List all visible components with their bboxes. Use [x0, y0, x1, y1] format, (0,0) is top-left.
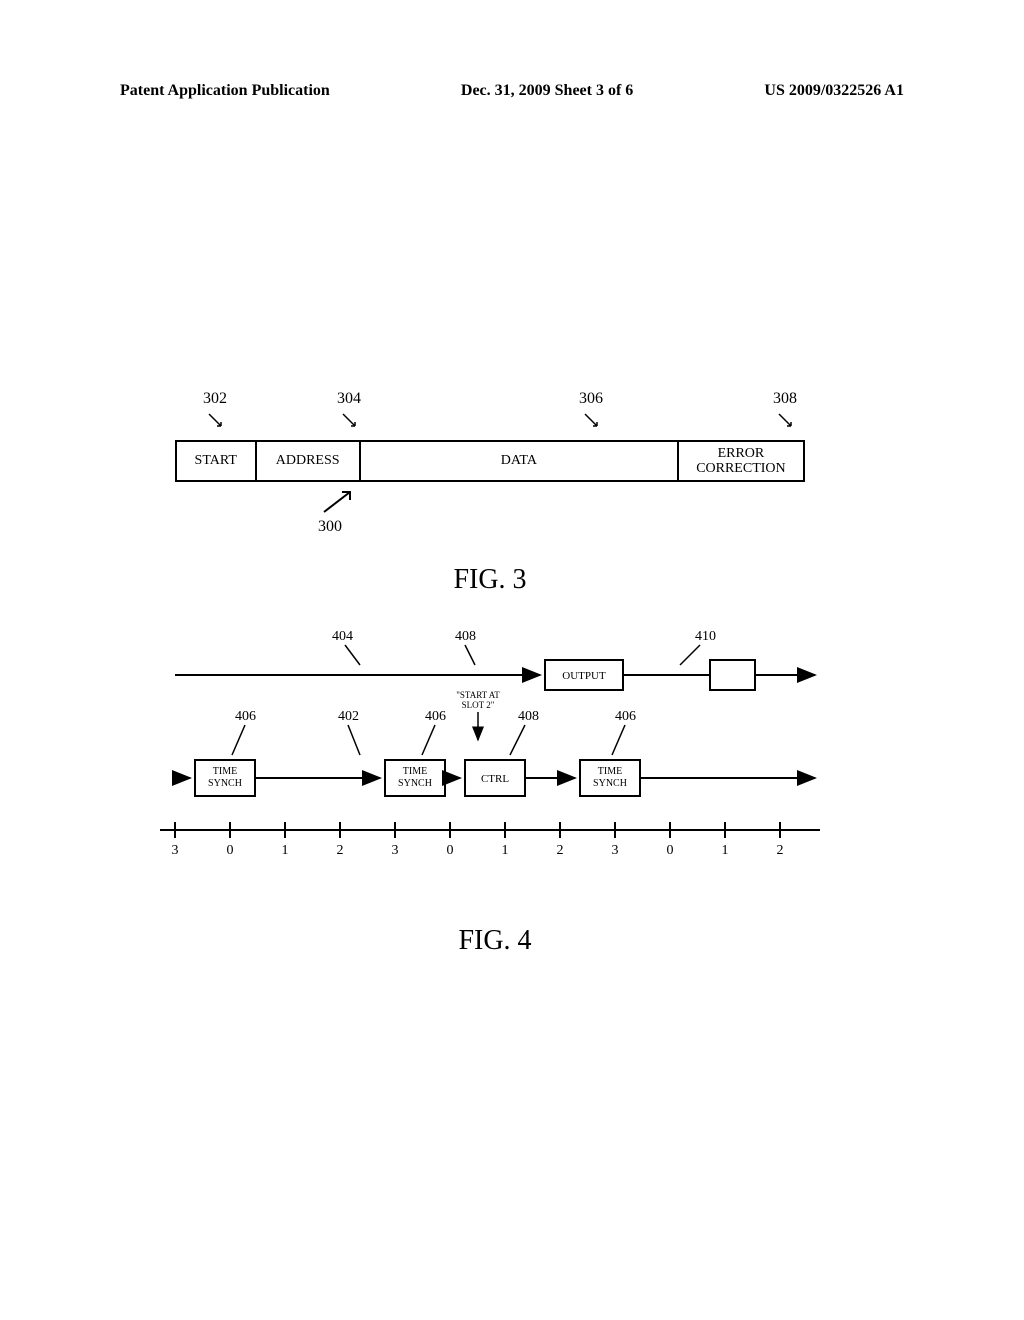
- arrow-300-icon: [320, 488, 360, 516]
- fig3-overall-ref: 300: [175, 488, 805, 558]
- ref-308: 308: [773, 390, 797, 408]
- axis-6: 1: [502, 843, 509, 858]
- page-header: Patent Application Publication Dec. 31, …: [0, 82, 1024, 100]
- header-right: US 2009/0322526 A1: [764, 82, 904, 100]
- ref-402: 402: [338, 709, 359, 724]
- box-ts1-l2: SYNCH: [208, 778, 242, 789]
- ref-408-mid: 408: [518, 709, 539, 724]
- packet-frame: START ADDRESS DATA ERROR CORRECTION: [175, 440, 805, 482]
- axis-0: 3: [172, 843, 179, 858]
- box-ts3-l2: SYNCH: [593, 778, 627, 789]
- fig3-title: FIG. 3: [175, 564, 805, 596]
- ref-306: 306: [579, 390, 603, 408]
- tick-302: [207, 412, 223, 428]
- field-data: DATA: [361, 442, 679, 480]
- tick-308: [777, 412, 793, 428]
- field-error-correction: ERROR CORRECTION: [679, 442, 803, 480]
- figure-3: 302 304 306 308 START ADDRESS DATA ERROR…: [175, 390, 805, 596]
- box-ts2-l2: SYNCH: [398, 778, 432, 789]
- ref-404: 404: [332, 629, 353, 644]
- field-address: ADDRESS: [257, 442, 361, 480]
- field-start: START: [177, 442, 257, 480]
- fig3-ref-row: 302 304 306 308: [175, 390, 805, 440]
- axis-3: 2: [337, 843, 344, 858]
- box-ctrl: CTRL: [481, 773, 509, 785]
- label-300: 300: [318, 518, 342, 536]
- box-ts2-l1: TIME: [403, 766, 427, 777]
- header-left: Patent Application Publication: [120, 82, 330, 100]
- axis-4: 3: [392, 843, 399, 858]
- ref-406c: 406: [615, 709, 636, 724]
- ref-408-top: 408: [455, 629, 476, 644]
- axis-11: 2: [777, 843, 784, 858]
- axis-8: 3: [612, 843, 619, 858]
- fig4-svg: 404 408 410 OUTPUT "START AT SLOT 2" 406…: [160, 620, 830, 890]
- start-text-l1: "START AT: [456, 690, 500, 700]
- axis-5: 0: [447, 843, 454, 858]
- ref-406b: 406: [425, 709, 446, 724]
- axis-ticks: 3 0 1 2 3 0 1 2 3 0 1 2: [172, 822, 784, 858]
- tick-304: [341, 412, 357, 428]
- box-ts1-l1: TIME: [213, 766, 237, 777]
- axis-2: 1: [282, 843, 289, 858]
- ref-304: 304: [337, 390, 361, 408]
- header-center: Dec. 31, 2009 Sheet 3 of 6: [461, 82, 633, 100]
- ref-410: 410: [695, 629, 716, 644]
- ref-406a: 406: [235, 709, 256, 724]
- axis-1: 0: [227, 843, 234, 858]
- fig4-title: FIG. 4: [160, 925, 830, 957]
- tick-306: [583, 412, 599, 428]
- box-output: OUTPUT: [562, 670, 606, 682]
- axis-7: 2: [557, 843, 564, 858]
- ref-302: 302: [203, 390, 227, 408]
- box-ts3-l1: TIME: [598, 766, 622, 777]
- start-text-l2: SLOT 2": [462, 700, 495, 710]
- figure-4: 404 408 410 OUTPUT "START AT SLOT 2" 406…: [160, 620, 830, 957]
- axis-9: 0: [667, 843, 674, 858]
- axis-10: 1: [722, 843, 729, 858]
